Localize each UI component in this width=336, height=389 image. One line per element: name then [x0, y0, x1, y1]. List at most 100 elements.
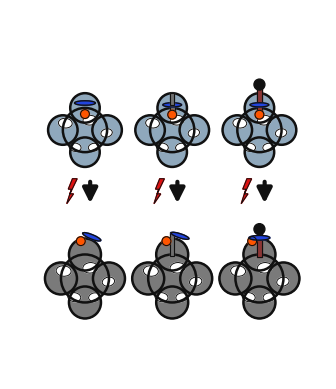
Ellipse shape — [56, 266, 71, 276]
Ellipse shape — [188, 129, 200, 137]
Ellipse shape — [171, 232, 189, 239]
Circle shape — [171, 248, 203, 280]
Circle shape — [93, 263, 125, 294]
Circle shape — [254, 224, 265, 235]
Circle shape — [135, 115, 165, 145]
Ellipse shape — [244, 143, 256, 151]
Circle shape — [171, 129, 200, 158]
Ellipse shape — [69, 143, 81, 151]
Ellipse shape — [250, 103, 269, 107]
Circle shape — [267, 115, 296, 145]
Ellipse shape — [83, 116, 97, 125]
Ellipse shape — [263, 293, 275, 301]
Circle shape — [254, 79, 265, 90]
Circle shape — [144, 102, 173, 131]
Polygon shape — [67, 179, 77, 204]
Circle shape — [171, 277, 203, 309]
Circle shape — [219, 263, 251, 294]
Bar — [170, 233, 174, 256]
Polygon shape — [241, 179, 252, 204]
Ellipse shape — [257, 263, 272, 273]
Circle shape — [81, 110, 89, 119]
Circle shape — [229, 277, 261, 309]
Bar — [170, 103, 174, 115]
Circle shape — [158, 93, 187, 123]
Circle shape — [69, 238, 101, 270]
Circle shape — [267, 115, 296, 145]
Circle shape — [135, 115, 165, 145]
Circle shape — [244, 238, 276, 270]
Circle shape — [132, 263, 164, 294]
Circle shape — [158, 137, 187, 167]
Circle shape — [54, 277, 86, 309]
Circle shape — [267, 263, 299, 294]
Bar — [170, 233, 174, 256]
Ellipse shape — [277, 277, 289, 286]
Circle shape — [245, 137, 274, 167]
Circle shape — [70, 93, 100, 123]
Circle shape — [70, 93, 100, 123]
Ellipse shape — [163, 103, 181, 107]
Ellipse shape — [257, 116, 271, 125]
Circle shape — [150, 108, 194, 152]
Circle shape — [180, 263, 212, 294]
Circle shape — [231, 129, 261, 158]
Circle shape — [179, 115, 209, 145]
Ellipse shape — [170, 116, 184, 125]
Circle shape — [69, 238, 101, 270]
Circle shape — [141, 277, 174, 309]
Bar — [257, 232, 262, 257]
Ellipse shape — [230, 266, 246, 276]
Circle shape — [237, 108, 282, 152]
Circle shape — [61, 254, 109, 303]
Circle shape — [57, 129, 86, 158]
Ellipse shape — [88, 143, 99, 151]
Ellipse shape — [83, 233, 101, 241]
Bar — [170, 93, 174, 105]
Circle shape — [168, 110, 177, 119]
Circle shape — [244, 286, 276, 319]
Circle shape — [158, 93, 187, 123]
Ellipse shape — [190, 277, 202, 286]
Circle shape — [92, 115, 122, 145]
Ellipse shape — [58, 118, 72, 128]
Circle shape — [258, 129, 288, 158]
Circle shape — [222, 115, 252, 145]
Circle shape — [48, 115, 78, 145]
Circle shape — [236, 254, 284, 303]
Circle shape — [144, 129, 173, 158]
Circle shape — [267, 263, 299, 294]
Circle shape — [148, 254, 196, 303]
Ellipse shape — [242, 293, 255, 302]
Circle shape — [45, 263, 77, 294]
Circle shape — [237, 108, 282, 152]
Circle shape — [156, 238, 188, 270]
Circle shape — [69, 286, 101, 319]
Circle shape — [57, 102, 86, 131]
Circle shape — [84, 248, 116, 280]
Bar — [257, 88, 262, 115]
Circle shape — [54, 248, 86, 280]
Ellipse shape — [155, 293, 168, 302]
Polygon shape — [154, 179, 164, 204]
Circle shape — [258, 277, 290, 309]
Circle shape — [245, 93, 274, 123]
Ellipse shape — [176, 293, 188, 301]
Circle shape — [84, 129, 113, 158]
Circle shape — [84, 102, 113, 131]
Circle shape — [179, 115, 209, 145]
Ellipse shape — [249, 235, 270, 240]
Circle shape — [156, 286, 188, 319]
Circle shape — [69, 286, 101, 319]
Circle shape — [180, 263, 212, 294]
Circle shape — [156, 238, 188, 270]
Circle shape — [162, 237, 171, 245]
Circle shape — [219, 263, 251, 294]
Circle shape — [258, 102, 288, 131]
Circle shape — [248, 237, 257, 245]
Circle shape — [70, 137, 100, 167]
Ellipse shape — [68, 293, 81, 302]
Circle shape — [171, 102, 200, 131]
Circle shape — [229, 248, 261, 280]
Ellipse shape — [276, 129, 287, 137]
